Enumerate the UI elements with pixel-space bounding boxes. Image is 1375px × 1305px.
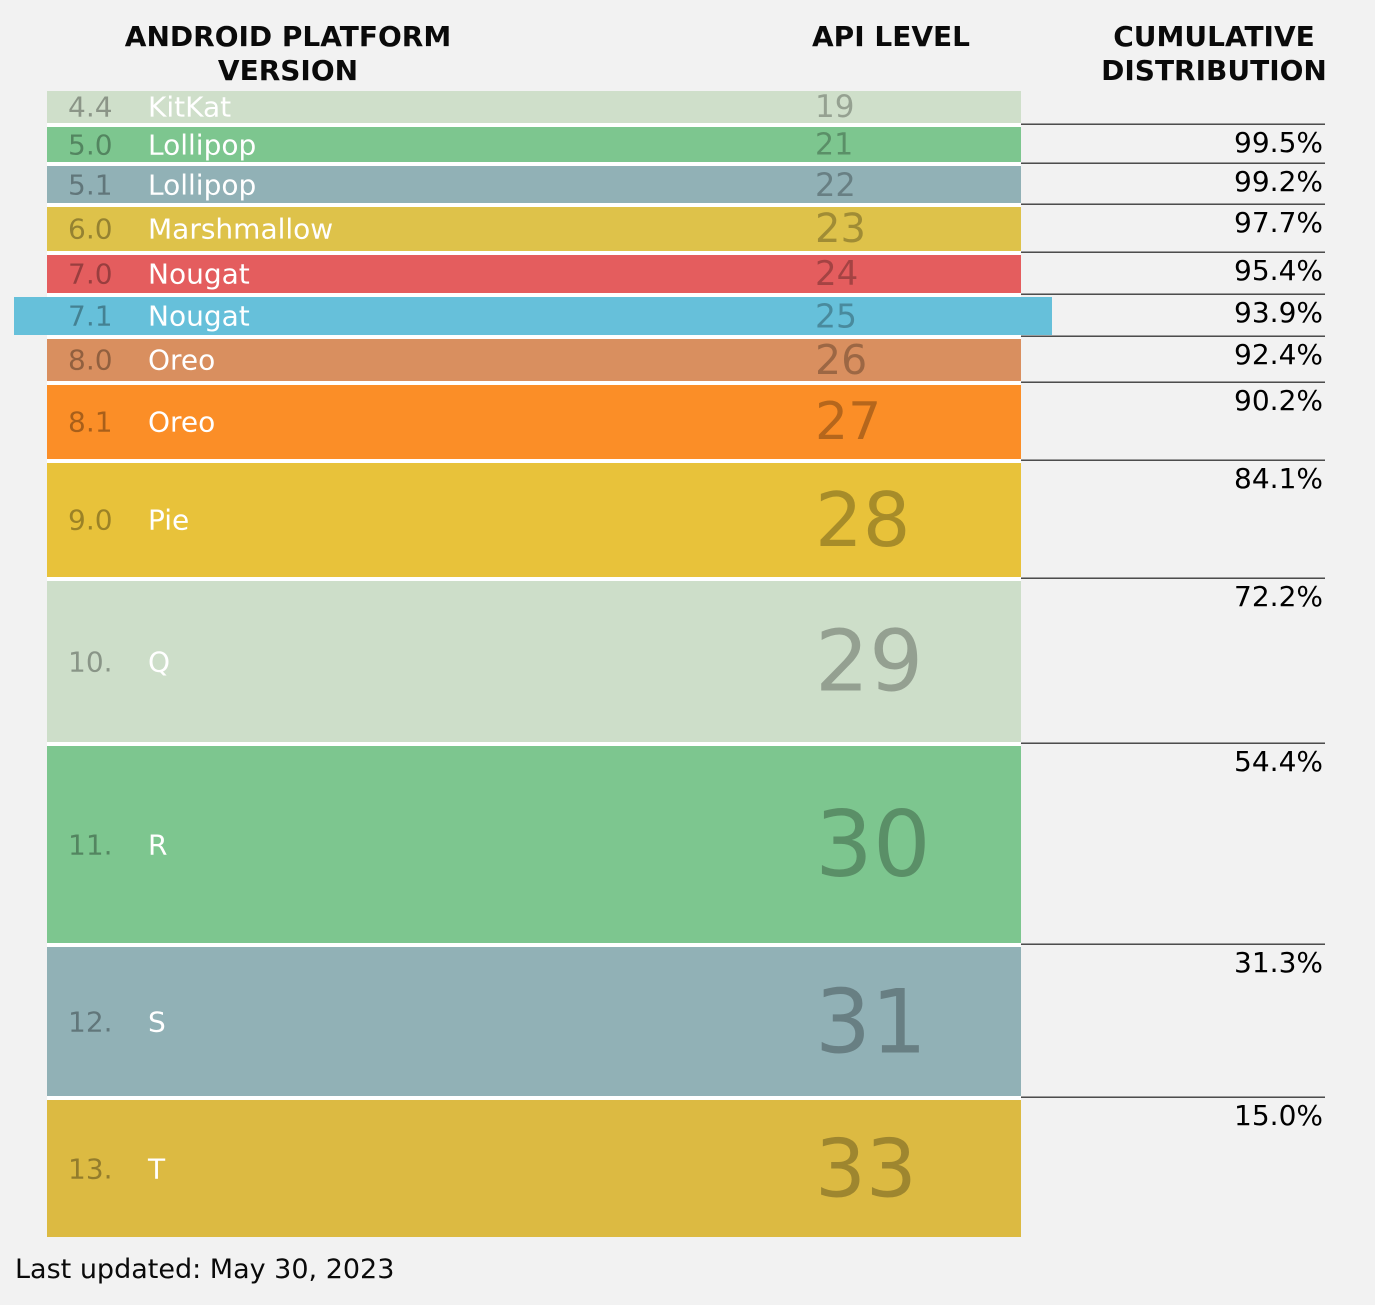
api-level-value: 24 <box>815 254 859 294</box>
api-level-value: 27 <box>815 392 882 452</box>
version-row-bar[interactable]: 10. Q 29 <box>47 581 1021 742</box>
codename-label: Q <box>148 645 171 678</box>
version-number-label: 8.1 <box>68 405 113 439</box>
cumulative-percent-value: 31.3% <box>1234 946 1323 979</box>
cumulative-percent-value: 84.1% <box>1234 462 1323 495</box>
codename-label: Nougat <box>148 257 250 291</box>
codename-label: Marshmallow <box>148 212 334 246</box>
api-level-value: 30 <box>815 792 931 897</box>
cumulative-percent-value: 99.5% <box>1234 126 1323 159</box>
cumulative-percent-value: 95.4% <box>1234 254 1323 287</box>
cumulative-percent-value: 15.0% <box>1234 1099 1323 1132</box>
cumulative-divider-line <box>1021 251 1325 253</box>
version-row-bar[interactable]: 9.0 Pie 28 <box>47 463 1021 577</box>
version-number-label: 8.0 <box>68 343 113 377</box>
version-number-label: 5.1 <box>68 168 113 201</box>
version-row-bar[interactable]: 7.1 Nougat 25 <box>14 296 1052 336</box>
cumulative-column: 99.5% 99.2% 97.7% 95.4% 93.9% 92.4% 90.2% 84.1%… <box>1021 91 1325 1237</box>
cumulative-percent-value: 72.2% <box>1234 580 1323 613</box>
version-row-bar[interactable]: 6.0 Marshmallow 23 <box>47 206 1021 252</box>
column-header-platform-version: ANDROID PLATFORM VERSION <box>124 20 452 87</box>
version-number-label: 6.0 <box>68 212 113 246</box>
cumulative-divider-line <box>1021 577 1325 579</box>
version-row-bar[interactable]: 7.0 Nougat 24 <box>47 254 1021 294</box>
version-row-bar[interactable]: 5.0 Lollipop 21 <box>47 127 1021 162</box>
cumulative-divider-line <box>1021 162 1325 164</box>
api-level-value: 33 <box>815 1122 917 1215</box>
version-number-label: 9.0 <box>68 503 113 537</box>
cumulative-divider-line <box>1021 335 1325 337</box>
version-row-bar[interactable]: 12. S 31 <box>47 947 1021 1096</box>
column-header-cumulative-distribution: CUMULATIVE DISTRIBUTION <box>1101 20 1327 87</box>
cumulative-divider-line <box>1021 381 1325 383</box>
version-number-label: 13. <box>68 1152 113 1185</box>
version-number-label: 5.0 <box>68 128 113 161</box>
cumulative-percent-value: 90.2% <box>1234 384 1323 417</box>
version-number-label: 11. <box>68 828 113 861</box>
version-number-label: 4.4 <box>68 90 113 124</box>
api-level-value: 28 <box>815 476 911 564</box>
api-level-value: 29 <box>815 612 924 711</box>
cumulative-percent-value: 92.4% <box>1234 338 1323 371</box>
codename-label: T <box>148 1152 166 1185</box>
codename-label: Lollipop <box>148 168 257 201</box>
codename-label: R <box>148 828 168 861</box>
codename-label: Lollipop <box>148 128 257 161</box>
api-level-value: 31 <box>815 970 927 1073</box>
cumulative-divider-line <box>1021 293 1325 295</box>
cumulative-divider-line <box>1021 123 1325 125</box>
version-row-bar[interactable]: 5.1 Lollipop 22 <box>47 165 1021 204</box>
cumulative-divider-line <box>1021 459 1325 461</box>
api-level-value: 23 <box>815 206 866 252</box>
version-row-bar[interactable]: 13. T 33 <box>47 1100 1021 1237</box>
api-level-value: 19 <box>815 89 855 125</box>
api-level-value: 22 <box>815 165 856 204</box>
last-updated-text: Last updated: May 30, 2023 <box>15 1254 395 1285</box>
cumulative-divider-line <box>1021 203 1325 205</box>
cumulative-divider-line <box>1021 943 1325 945</box>
cumulative-percent-value: 97.7% <box>1234 206 1323 239</box>
cumulative-percent-value: 99.2% <box>1234 165 1323 198</box>
cumulative-divider-line <box>1021 1096 1325 1098</box>
column-header-api-level: API LEVEL <box>812 20 970 53</box>
codename-label: Nougat <box>148 299 250 333</box>
codename-label: Oreo <box>148 343 216 377</box>
version-number-label: 10. <box>68 645 113 678</box>
version-row-bar[interactable]: 4.4 KitKat 19 <box>47 89 1021 125</box>
version-number-label: 7.1 <box>68 299 113 333</box>
codename-label: S <box>148 1005 166 1038</box>
version-row-bar[interactable]: 8.1 Oreo 27 <box>47 385 1021 459</box>
api-level-value: 25 <box>815 296 857 336</box>
api-level-value: 21 <box>815 127 854 162</box>
version-row-bar[interactable]: 11. R 30 <box>47 746 1021 943</box>
codename-label: KitKat <box>148 90 232 124</box>
cumulative-divider-line <box>1021 742 1325 744</box>
version-row-bar[interactable]: 8.0 Oreo 26 <box>47 336 1021 384</box>
codename-label: Pie <box>148 503 190 537</box>
version-rows: 4.4 KitKat 19 5.0 Lollipop 21 5.1 Lollip… <box>14 89 1052 1237</box>
version-number-label: 12. <box>68 1005 113 1038</box>
api-level-value: 26 <box>815 336 868 384</box>
cumulative-percent-value: 54.4% <box>1234 745 1323 778</box>
version-number-label: 7.0 <box>68 257 113 291</box>
codename-label: Oreo <box>148 405 216 439</box>
cumulative-percent-value: 93.9% <box>1234 296 1323 329</box>
